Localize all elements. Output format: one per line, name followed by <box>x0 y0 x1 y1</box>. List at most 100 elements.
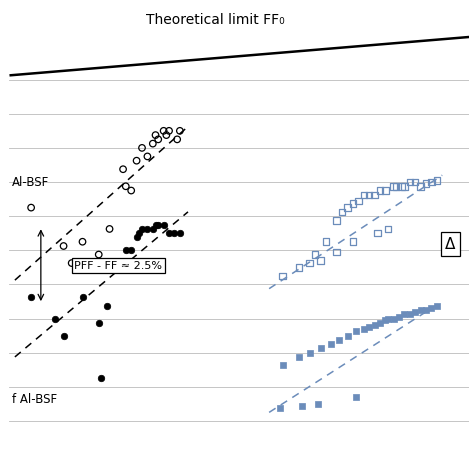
Point <box>382 187 389 194</box>
Point <box>428 304 435 312</box>
Point <box>149 140 156 147</box>
Text: Al-BSF: Al-BSF <box>12 175 49 189</box>
Point <box>360 325 367 333</box>
Point <box>398 182 405 190</box>
Point <box>163 131 170 139</box>
Point <box>138 144 146 152</box>
Point <box>276 404 284 412</box>
Point <box>352 393 359 401</box>
Point <box>295 264 303 271</box>
Point <box>371 191 378 199</box>
Point <box>119 165 127 173</box>
Point <box>160 221 167 228</box>
Point <box>411 178 419 186</box>
Point <box>144 225 151 233</box>
Point <box>138 225 146 233</box>
Point <box>422 306 430 314</box>
Point <box>344 204 351 211</box>
Point <box>406 178 413 186</box>
Point <box>279 272 286 280</box>
Point <box>133 234 140 241</box>
Point <box>365 323 373 331</box>
Point <box>165 229 173 237</box>
Point <box>98 374 105 382</box>
Point <box>155 136 162 143</box>
Point <box>433 176 441 184</box>
Point <box>95 319 102 327</box>
Point <box>333 248 340 256</box>
Point <box>60 242 67 250</box>
Point <box>279 362 286 369</box>
Point <box>160 127 167 135</box>
Point <box>322 238 330 246</box>
Point <box>349 238 357 246</box>
Point <box>306 259 313 267</box>
Point <box>314 400 321 408</box>
Point <box>311 251 319 258</box>
Point <box>401 310 408 318</box>
Point <box>376 319 384 327</box>
Point <box>136 229 143 237</box>
Point <box>95 251 102 258</box>
Point <box>360 191 367 199</box>
Point <box>119 259 127 267</box>
Point <box>417 182 424 190</box>
Text: Δ: Δ <box>445 237 456 252</box>
Point <box>428 178 435 186</box>
Point <box>344 332 351 339</box>
Point <box>382 317 389 324</box>
Point <box>365 191 373 199</box>
Point <box>328 340 335 348</box>
Point <box>411 308 419 316</box>
Point <box>152 131 159 139</box>
Point <box>155 221 162 228</box>
Point <box>52 315 59 322</box>
Point <box>401 182 408 190</box>
Point <box>27 293 35 301</box>
Point <box>376 187 384 194</box>
Text: Theoretical limit FF₀: Theoretical limit FF₀ <box>146 13 284 27</box>
Text: PFF - FF ≈ 2.5%: PFF - FF ≈ 2.5% <box>74 261 163 271</box>
Point <box>27 204 35 211</box>
Text: f Al-BSF: f Al-BSF <box>12 393 57 406</box>
Point <box>165 127 173 135</box>
Point <box>149 225 156 233</box>
Point <box>106 225 113 233</box>
Point <box>417 306 424 314</box>
Point <box>317 345 324 352</box>
Point <box>433 302 441 310</box>
Point <box>144 153 151 160</box>
Point <box>173 136 181 143</box>
Point <box>390 315 397 322</box>
Point <box>384 315 392 322</box>
Point <box>374 229 381 237</box>
Point <box>122 246 129 254</box>
Point <box>60 332 67 339</box>
Point <box>406 310 413 318</box>
Point <box>349 200 357 207</box>
Point <box>79 238 86 246</box>
Point <box>128 187 135 194</box>
Point <box>133 157 140 164</box>
Point <box>395 313 403 320</box>
Point <box>336 336 343 344</box>
Point <box>295 353 303 361</box>
Point <box>333 217 340 224</box>
Point <box>152 221 159 228</box>
Point <box>122 182 129 190</box>
Point <box>176 229 183 237</box>
Point <box>79 293 86 301</box>
Point <box>128 246 135 254</box>
Point <box>103 302 110 310</box>
Point <box>390 182 397 190</box>
Point <box>68 259 75 267</box>
Point <box>352 328 359 335</box>
Point <box>298 402 305 410</box>
Point <box>355 197 362 205</box>
Point <box>171 229 178 237</box>
Point <box>317 257 324 264</box>
Point <box>176 127 183 135</box>
Point <box>422 180 430 188</box>
Point <box>371 321 378 329</box>
Point <box>338 208 346 216</box>
